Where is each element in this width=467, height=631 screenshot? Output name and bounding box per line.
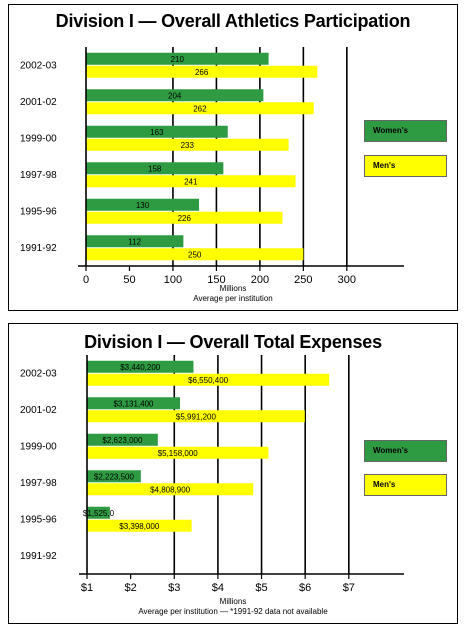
expenses-chart-title: Division I — Overall Total Expenses [84,332,382,352]
expenses-chart-panel: Division I — Overall Total Expenses 2002… [8,323,458,624]
participation-category-label: 1999-00 [20,133,57,144]
participation-womens-bar [86,198,200,211]
participation-x-axis-label: Millions [219,284,247,293]
expenses-mens-bar-label: $4,808,900 [150,485,191,494]
participation-category-label: 2002-03 [20,60,57,71]
participation-legend-mens: Men's [364,155,447,177]
participation-womens-bar [86,125,228,138]
participation-mens-bar-label: 250 [188,250,202,259]
expenses-womens-bar [87,360,194,373]
participation-chart-title: Division I — Overall Athletics Participa… [55,11,411,31]
expenses-mens-bar [87,519,192,532]
expenses-mens-bar-label: $6,550,400 [188,376,229,385]
expenses-x-tick-label: $2 [125,582,137,594]
participation-category-label: 2001-02 [20,97,57,108]
expenses-chart: 2002-03 $3,440,200 $6,550,400 2001-02 $3,131… [20,355,404,594]
participation-womens-bar-label: 204 [168,91,182,100]
participation-x-tick-label: 100 [164,274,182,286]
participation-legend-womens: Women's [364,120,447,142]
participation-womens-bar-label: 163 [150,128,164,137]
expenses-womens-bar [87,506,110,519]
participation-mens-bar-label: 241 [184,177,198,186]
expenses-womens-bar-label: $1,525,0 [83,509,115,518]
expenses-womens-bar [87,433,158,446]
participation-mens-bar-label: 233 [181,141,195,150]
expenses-category-label: 1997-98 [20,478,57,489]
participation-womens-bar-label: 158 [148,164,162,173]
participation-mens-bar-label: 266 [195,68,209,77]
expenses-mens-bar [87,410,305,423]
participation-mens-bar [86,211,283,224]
participation-mens-bar [86,175,296,188]
expenses-category-label: 1991-92 [20,551,57,562]
participation-mens-bar [86,248,304,261]
expenses-womens-bar [87,397,181,410]
expenses-legend-womens: Women's [364,440,447,462]
expenses-womens-bar-label: $3,440,200 [120,363,161,372]
expenses-x-tick-label: $5 [255,582,267,594]
participation-x-axis-note: Average per institution [193,294,273,303]
participation-womens-bar [86,52,269,65]
expenses-womens-bar-label: $2,623,000 [102,436,143,445]
expenses-x-tick-label: $4 [212,582,224,594]
participation-category-label: 1995-96 [20,206,57,217]
expenses-category-label: 2001-02 [20,405,57,416]
participation-womens-bar [86,89,264,102]
participation-womens-bar-label: 210 [171,55,185,64]
expenses-category-label: 1999-00 [20,441,57,452]
expenses-mens-bar [87,373,330,386]
participation-category-label: 1997-98 [20,170,57,181]
expenses-x-tick-label: $6 [299,582,311,594]
participation-x-tick-label: 0 [83,274,89,286]
participation-mens-bar [86,138,289,151]
participation-category-label: 1991-92 [20,243,57,254]
participation-womens-bar [86,235,184,248]
participation-mens-bar-label: 262 [193,104,207,113]
expenses-x-tick-label: $7 [343,582,355,594]
participation-mens-bar [86,102,314,115]
expenses-womens-bar-label: $2,223,500 [94,472,135,481]
expenses-mens-bar-label: $5,991,200 [176,412,217,421]
expenses-legend-mens: Men's [364,474,447,496]
expenses-x-tick-label: $3 [168,582,180,594]
participation-x-tick-label: 50 [123,274,135,286]
expenses-mens-bar-label: $5,158,000 [158,449,199,458]
participation-x-tick-label: 200 [251,274,269,286]
expenses-x-axis-note: Average per institution — *1991-92 data … [138,607,328,616]
expenses-x-axis-label: Millions [219,597,247,606]
participation-x-tick-label: 300 [338,274,356,286]
expenses-mens-bar [87,446,269,459]
expenses-womens-bar [87,470,141,483]
expenses-x-tick-label: $1 [81,582,93,594]
participation-mens-bar-label: 226 [178,214,192,223]
participation-chart: 2002-03 210 266 2001-02 204 262 1999-00 163 233 1… [20,47,404,286]
participation-chart-panel: Division I — Overall Athletics Participa… [8,4,458,311]
participation-womens-bar [86,162,224,175]
participation-x-tick-label: 150 [207,274,225,286]
participation-womens-bar-label: 130 [136,201,150,210]
participation-x-tick-label: 250 [294,274,312,286]
expenses-womens-bar-label: $3,131,400 [113,399,154,408]
expenses-mens-bar-label: $3,398,000 [119,522,160,531]
participation-womens-bar-label: 112 [128,237,141,246]
participation-mens-bar [86,65,318,78]
expenses-category-label: 2002-03 [20,368,57,379]
expenses-category-label: 1995-96 [20,514,57,525]
expenses-mens-bar [87,483,254,496]
